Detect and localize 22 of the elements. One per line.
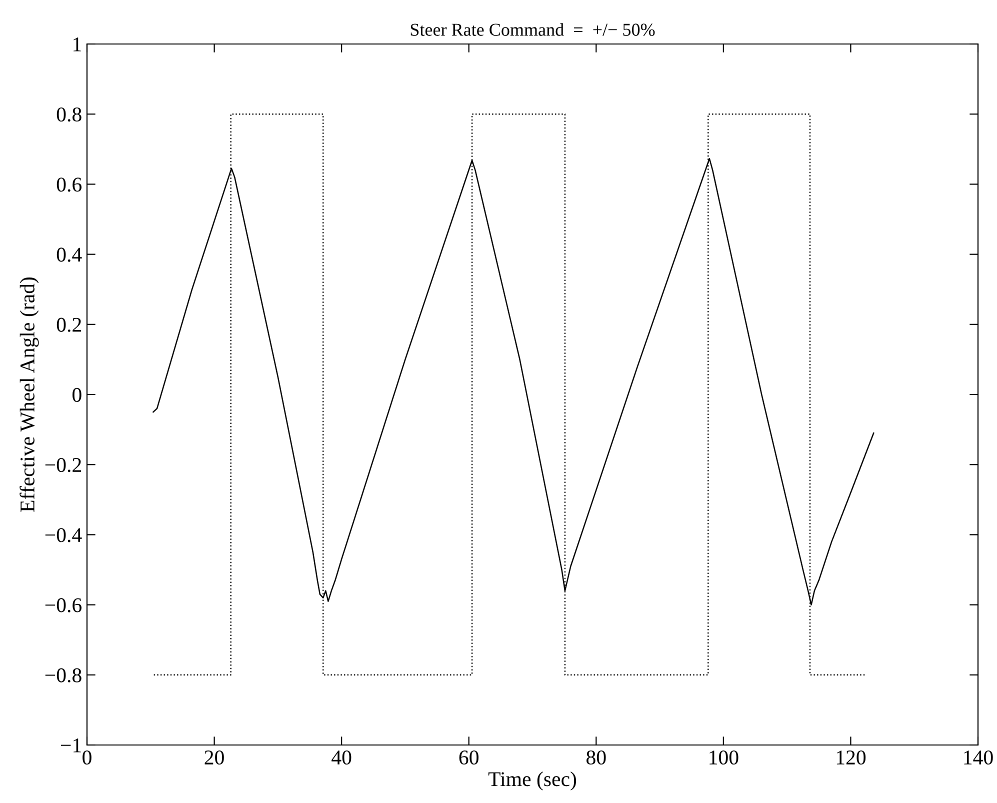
y-tick-label: 0.4 [56, 248, 82, 262]
y-tick-label: 0 [72, 388, 82, 402]
y-tick-label: −0.2 [45, 458, 81, 472]
x-tick-label: 20 [204, 750, 224, 765]
chart-title: Steer Rate Command = +/− 50% [410, 23, 655, 36]
y-tick-label: 0.8 [56, 107, 82, 122]
x-tick-label: 120 [836, 750, 866, 765]
y-tick-label: −1 [61, 738, 81, 752]
x-tick-label: 0 [82, 750, 92, 765]
x-tick-label: 80 [586, 750, 606, 765]
y-axis-title: Effective Wheel Angle (rad) [20, 278, 39, 512]
x-tick-label: 100 [710, 750, 738, 765]
y-tick-label: 1 [74, 37, 81, 52]
y-tick-label: −0.6 [45, 598, 82, 612]
x-tick-label: 140 [964, 750, 993, 765]
y-tick-label: 0.6 [56, 178, 82, 192]
x-tick-label: 40 [332, 750, 352, 765]
y-tick-label: 0.2 [56, 318, 81, 332]
x-tick-label: 60 [459, 750, 478, 765]
y-tick-label: −0.4 [45, 528, 82, 542]
y-tick-label: −0.8 [45, 668, 82, 682]
x-axis-title: Time (sec) [488, 772, 576, 790]
